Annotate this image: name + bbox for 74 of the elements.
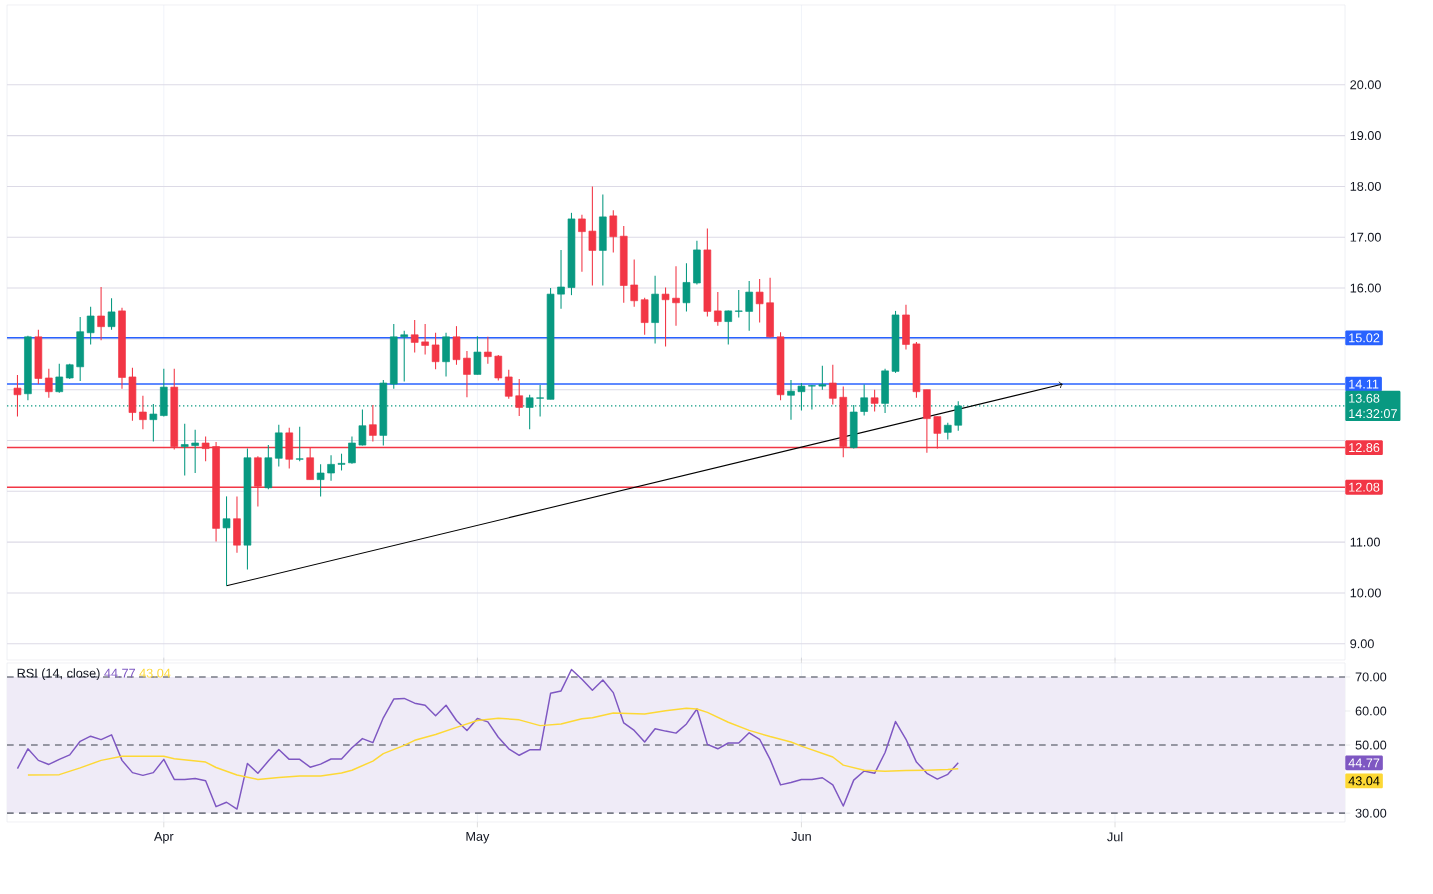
candlestick	[180, 423, 189, 477]
text: 44.77	[1348, 758, 1380, 768]
x-tick-label: Jun	[791, 832, 811, 841]
x-tick-label: May	[466, 832, 490, 844]
y-tick-label: 17.00	[1350, 232, 1381, 242]
candlestick	[609, 209, 618, 254]
y-tick-label: 70.00	[1355, 672, 1387, 682]
candlestick	[745, 280, 753, 332]
candlestick	[473, 335, 482, 375]
candlestick	[97, 286, 105, 341]
candlestick	[630, 259, 638, 308]
candlestick	[400, 330, 409, 383]
chart-title: RSI (14, close)	[17, 668, 100, 681]
y-tick-label: 18.00	[1350, 181, 1381, 191]
text: 14:32:07	[1349, 409, 1397, 419]
candlestick	[45, 368, 53, 399]
candlestick	[682, 262, 691, 312]
candlestick	[86, 306, 95, 345]
annotation: 43.04	[139, 668, 171, 678]
candlestick	[557, 249, 565, 310]
candlestick	[870, 389, 879, 413]
candlestick	[494, 354, 503, 382]
candlestick	[348, 435, 356, 465]
candlestick	[714, 291, 722, 327]
candlestick	[222, 495, 231, 587]
candlestick	[484, 336, 492, 365]
candlestick	[724, 309, 733, 345]
candlestick	[578, 214, 586, 273]
x-tick-label: Apr	[153, 832, 174, 844]
candlestick	[191, 429, 199, 474]
candlestick	[410, 319, 419, 354]
candlestick	[149, 403, 158, 443]
candlestick	[588, 185, 597, 287]
y-tick-label: 11.00	[1350, 537, 1380, 547]
ref-line-label: 15.02	[1349, 333, 1380, 343]
candlestick	[515, 378, 523, 417]
x-tick-label: Jul	[1107, 832, 1123, 842]
y-tick-label: 50.00	[1355, 740, 1387, 750]
ref-line-label: 12.08	[1349, 482, 1380, 492]
candlestick	[661, 286, 670, 348]
candlestick	[504, 369, 513, 400]
y-tick-label: 30.00	[1355, 808, 1387, 818]
candlestick	[829, 364, 837, 405]
line-series	[16, 668, 959, 810]
y-tick-label: 10.00	[1350, 588, 1381, 598]
candlestick	[107, 297, 116, 331]
candlestick	[421, 323, 429, 356]
ref-line-label: 13.68	[1349, 393, 1380, 403]
text: 43.04	[1348, 776, 1380, 786]
candlestick	[431, 332, 440, 370]
candlestick	[463, 350, 471, 398]
candlestick	[13, 374, 22, 418]
candlestick	[640, 297, 649, 336]
candlestick	[327, 454, 335, 482]
y-tick-label: 9.00	[1350, 639, 1374, 649]
candlestick	[358, 408, 367, 447]
y-tick-label: 19.00	[1350, 131, 1381, 141]
candlestick	[55, 363, 64, 394]
candlestick	[295, 426, 304, 462]
y-tick-label: 20.00	[1350, 80, 1381, 90]
candlestick	[452, 325, 461, 366]
ref-line-label: 12.86	[1349, 443, 1380, 453]
y-tick-label: 60.00	[1355, 706, 1387, 716]
annotation: 44.77	[104, 668, 135, 678]
candlestick	[818, 365, 827, 391]
candlestick	[734, 289, 743, 319]
candlestick	[369, 404, 377, 443]
candlestick	[755, 278, 764, 324]
line-series	[27, 707, 959, 781]
candlestick	[672, 265, 680, 327]
ref-line-label: 14.11	[1349, 379, 1379, 389]
candlestick	[139, 395, 147, 430]
y-tick-label: 16.00	[1350, 283, 1381, 293]
candlestick	[316, 463, 325, 497]
